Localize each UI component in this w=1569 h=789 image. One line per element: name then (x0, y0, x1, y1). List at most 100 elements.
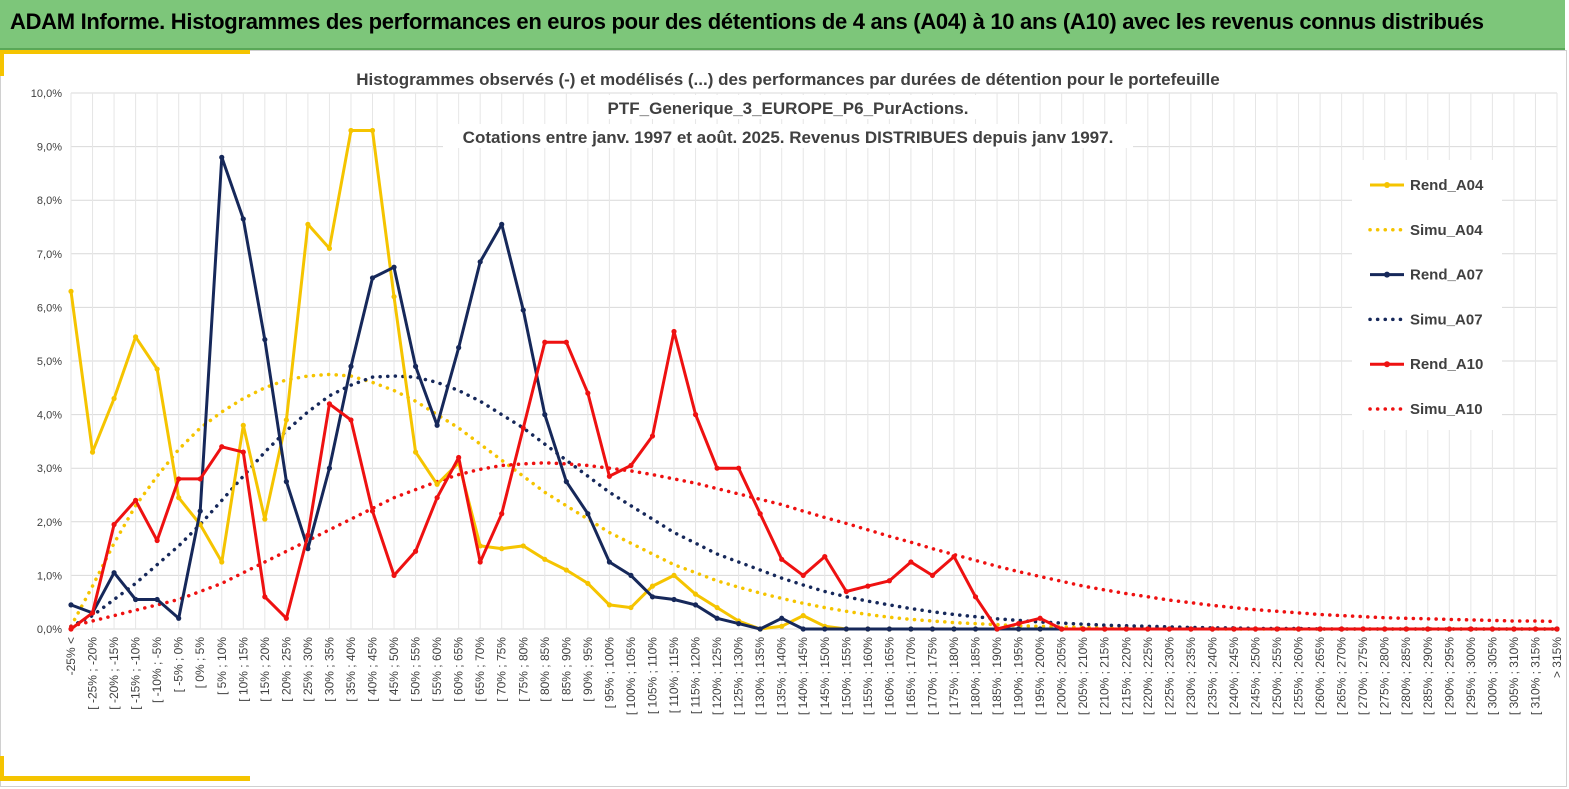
data-point-Rend_A04 (89, 449, 96, 455)
x-tick-label: [ 280% ; 285% (1399, 637, 1413, 715)
data-point-Rend_A10 (1123, 626, 1129, 632)
series-Rend_A10 (68, 328, 1560, 632)
chart-title-line: PTF_Generique_3_EUROPE_P6_PurActions. (608, 99, 969, 118)
x-tick-label: [ 165% ; 170% (904, 637, 918, 715)
y-tick-label: 0,0% (37, 624, 62, 636)
data-point-Rend_A04 (563, 567, 569, 573)
data-point-Rend_A10 (68, 626, 74, 632)
x-tick-label: [ 270% ; 275% (1356, 637, 1370, 715)
data-point-Rend_A10 (133, 497, 139, 503)
x-tick-label: [ 140% ; 145% (796, 637, 810, 715)
data-point-Rend_A10 (585, 390, 591, 396)
data-point-Rend_A07 (68, 602, 74, 608)
data-point-Rend_A04 (692, 591, 699, 597)
x-tick-label: [ 55% ; 60% (430, 637, 444, 702)
x-tick-label: [ 135% ; 140% (775, 637, 789, 715)
data-point-Rend_A10 (628, 462, 634, 469)
data-point-Rend_A10 (1468, 626, 1474, 632)
data-point-Rend_A07 (542, 412, 548, 418)
x-tick-label: [ 5% ; 10% (215, 637, 229, 695)
data-point-Rend_A07 (972, 626, 979, 632)
x-tick-label: [ 230% ; 235% (1184, 637, 1198, 715)
data-point-Rend_A10 (843, 588, 849, 595)
data-point-Rend_A07 (240, 216, 246, 222)
data-point-Rend_A07 (929, 626, 936, 632)
data-point-Rend_A07 (197, 508, 203, 514)
x-tick-label: [ 100% ; 105% (624, 637, 638, 715)
title-backdrop (338, 66, 1238, 90)
data-point-Rend_A04 (779, 623, 785, 629)
data-point-Rend_A07 (262, 336, 268, 343)
x-tick-label: [ 40% ; 45% (366, 637, 380, 702)
series-Rend_A07 (68, 154, 1560, 632)
x-tick-label: [ 75% ; 80% (516, 637, 530, 702)
y-tick-label: 9,0% (37, 142, 62, 154)
data-point-Rend_A07 (412, 363, 419, 369)
data-point-Rend_A10 (692, 412, 699, 418)
data-point-Rend_A10 (736, 465, 742, 471)
y-tick-label: 5,0% (37, 356, 62, 368)
data-point-Rend_A04 (800, 613, 806, 619)
x-tick-label: [ 180% ; 185% (969, 637, 983, 715)
data-point-Rend_A10 (1489, 626, 1495, 632)
report-banner: ADAM Informe. Histogrammes des performan… (0, 0, 1565, 50)
x-tick-label: -25% < (64, 637, 78, 675)
data-point-Rend_A04 (714, 604, 720, 611)
x-tick-label: [ 95% ; 100% (602, 637, 616, 709)
x-tick-label: [ 10% ; 15% (236, 637, 250, 702)
series-line-Simu_A10 (69, 461, 1559, 629)
data-point-Rend_A10 (1015, 621, 1022, 627)
y-tick-label: 6,0% (37, 302, 62, 314)
data-point-Rend_A04 (283, 417, 289, 423)
data-point-Rend_A10 (1252, 626, 1259, 632)
data-point-Rend_A10 (714, 465, 720, 471)
accent-bar-left-bottom (0, 756, 4, 780)
x-tick-label: [ 200% ; 205% (1055, 637, 1069, 715)
x-tick-label: [ 225% ; 230% (1162, 637, 1176, 715)
data-point-Rend_A07 (219, 154, 225, 160)
x-tick-label: [ 205% ; 210% (1076, 637, 1090, 715)
x-tick-label: [ 30% ; 35% (322, 637, 336, 702)
legend-item-Simu_A07: Simu_A07 (1368, 311, 1483, 328)
data-point-Rend_A10 (886, 578, 892, 584)
x-tick-label: [ 150% ; 155% (839, 637, 853, 715)
x-tick-label: [ 295% ; 300% (1464, 637, 1478, 715)
data-point-Rend_A04 (628, 604, 634, 611)
data-point-Rend_A10 (929, 572, 936, 579)
series-line-Rend_A10 (70, 330, 1557, 631)
data-point-Rend_A10 (111, 521, 117, 528)
data-point-Rend_A10 (908, 559, 914, 565)
data-point-Rend_A07 (606, 559, 613, 565)
data-point-Rend_A07 (628, 572, 634, 579)
data-point-Rend_A07 (369, 275, 376, 281)
data-point-Rend_A04 (133, 334, 139, 340)
data-point-Rend_A04 (68, 288, 74, 294)
x-tick-label: [ 120% ; 125% (710, 637, 724, 715)
x-tick-label: [ 60% ; 65% (452, 637, 466, 702)
data-point-Rend_A10 (1295, 626, 1302, 632)
x-tick-label: [ -20% ; -15% (107, 637, 121, 710)
legend-label: Simu_A04 (1410, 222, 1483, 239)
data-point-Rend_A04 (369, 127, 376, 134)
chart-title-line: Cotations entre janv. 1997 et août. 2025… (463, 128, 1114, 147)
data-point-Rend_A10 (779, 556, 785, 562)
y-tick-label: 1,0% (37, 570, 62, 582)
data-point-Rend_A10 (499, 511, 505, 517)
x-tick-label: [ 145% ; 150% (818, 637, 832, 715)
data-point-Rend_A10 (822, 554, 828, 560)
data-point-Rend_A04 (542, 556, 548, 562)
legend-item-Simu_A10: Simu_A10 (1368, 401, 1483, 418)
data-point-Rend_A10 (1188, 626, 1194, 632)
x-tick-label: [ 130% ; 135% (753, 637, 767, 715)
legend-label: Simu_A07 (1410, 311, 1483, 328)
x-tick-label: [ 240% ; 245% (1227, 637, 1241, 715)
data-point-Rend_A04 (585, 580, 591, 587)
x-tick-label: [ 110% ; 115% (667, 637, 681, 714)
data-point-Rend_A07 (951, 626, 957, 632)
x-tick-label: [ 190% ; 195% (1012, 637, 1026, 715)
data-point-Rend_A10 (1339, 626, 1345, 632)
data-point-Rend_A07 (563, 479, 569, 485)
data-point-Rend_A10 (369, 508, 376, 514)
x-tick-label: [ 290% ; 295% (1442, 637, 1456, 715)
x-tick-label: [ 245% ; 250% (1248, 637, 1262, 715)
